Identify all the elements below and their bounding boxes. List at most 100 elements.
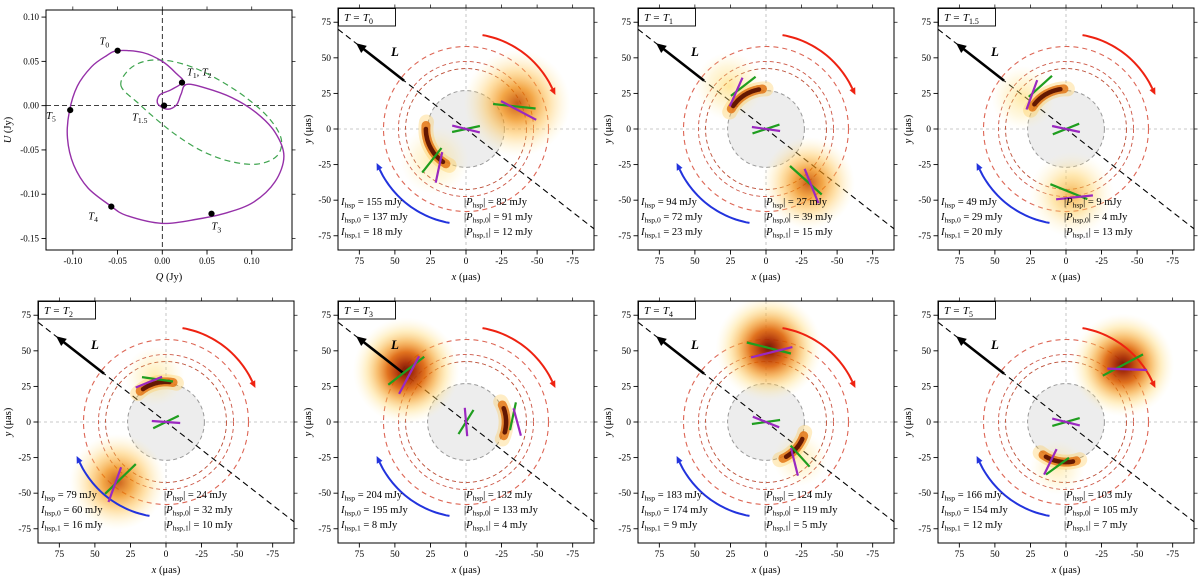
red-rotation-arrow	[1082, 327, 1154, 383]
x-tick-label: -50	[531, 257, 544, 267]
x-axis-label: x (μas)	[451, 272, 481, 283]
intensity-annotation: Ihsp = 94 mJy	[640, 197, 698, 210]
y-axis-label: y (μas)	[303, 407, 314, 437]
plot-content: L	[638, 8, 894, 250]
script-l-arrow	[663, 48, 705, 82]
y-tick-label: -50	[918, 489, 931, 499]
red-rotation-arrow	[782, 327, 854, 383]
y-tick-label: -75	[618, 232, 631, 242]
y-axis-label: y (μas)	[603, 114, 614, 144]
blue-rotation-arrow	[378, 461, 450, 517]
y-tick-label: 50	[922, 54, 932, 64]
polarization-tick	[1045, 456, 1070, 476]
polarization-tick	[728, 77, 744, 107]
x-axis-label: x (μas)	[151, 565, 181, 576]
red-rotation-arrow	[782, 34, 854, 90]
polarization-tick	[746, 341, 792, 355]
x-tick-label: 25	[726, 257, 736, 267]
polarization-annotation: |Phsp,1| = 10 mJy	[164, 520, 233, 533]
time-point-label: T5	[46, 111, 56, 124]
y-tick-label: -25	[918, 161, 931, 171]
sky-panel-svg-T3: L Ihsp = 204 mJy Ihsp,0 = 195 mJy Ihsp,1 = …	[303, 297, 598, 576]
polarization-tick	[803, 168, 820, 204]
x-tick-label: 0	[764, 257, 769, 267]
time-point-label: T3	[211, 222, 221, 235]
y-axis-label: y (μas)	[903, 114, 914, 144]
plot-content: L	[338, 8, 594, 250]
polarization-annotation: |Phsp| = 132 mJy	[464, 490, 533, 503]
x-axis-label: x (μas)	[1051, 272, 1081, 283]
y-tick-label: -25	[318, 454, 331, 464]
script-l-arrowhead-icon	[356, 43, 367, 53]
x-axis-label: x (μas)	[451, 565, 481, 576]
y-tick-label: -25	[918, 454, 931, 464]
time-point-dot	[108, 203, 115, 210]
script-l-arrow	[363, 341, 405, 375]
blue-arrowhead-icon	[676, 456, 683, 464]
x-tick-label: -50	[831, 550, 844, 560]
time-point-label: T1.5	[132, 113, 148, 126]
x-tick-label: -50	[531, 550, 544, 560]
orbit-ring	[982, 338, 1150, 506]
blue-arrowhead-icon	[376, 456, 383, 464]
hotspot-crescent	[783, 436, 805, 460]
polarization-annotation: |Phsp,1| = 4 mJy	[464, 520, 528, 533]
panel-title-box	[938, 8, 996, 27]
plot-content: L	[938, 8, 1194, 250]
polarization-tick	[492, 102, 536, 110]
red-rotation-arrow	[482, 34, 554, 90]
y-tick-label: -50	[18, 489, 31, 499]
panel-title-box	[38, 301, 96, 320]
y-tick-label: 0	[626, 418, 631, 428]
polarization-tick	[451, 124, 481, 134]
polarization-annotation: |Phsp,1| = 7 mJy	[1064, 520, 1128, 533]
script-l-arrowhead-icon	[56, 336, 67, 346]
blue-rotation-arrow	[78, 461, 150, 517]
crescent-glow	[991, 65, 1056, 130]
y-tick-label: 25	[922, 382, 932, 392]
blue-arrowhead-icon	[976, 456, 983, 464]
script-l-label: L	[690, 337, 699, 352]
script-l-label: L	[990, 44, 999, 59]
flux-annotations: Ihsp = 204 mJy Ihsp,0 = 195 mJy Ihsp,1 = 8…	[340, 490, 539, 533]
y-tick-label: -75	[318, 525, 331, 535]
y-tick-label: -25	[618, 454, 631, 464]
red-arrowhead-icon	[549, 87, 556, 95]
polarization-annotation: |Phsp| = 24 mJy	[164, 490, 228, 503]
panel-title-box	[338, 301, 396, 320]
polarization-annotation: |Phsp| = 103 mJy	[1064, 490, 1133, 503]
y-tick-label: -25	[18, 454, 31, 464]
panel-title: T = T5	[944, 305, 973, 319]
y-axis-label: U (Jy)	[3, 116, 14, 143]
x-tick-label: -75	[866, 257, 879, 267]
x-tick-label: 75	[955, 257, 965, 267]
script-l-arrow	[663, 341, 705, 375]
y-tick-label: -25	[318, 161, 331, 171]
x-tick-label: 0.00	[154, 256, 170, 266]
qu-panel-svg: T0 T1, T2 T1.5 T5 T4 T3 -0.10 -0.05 0.00 0.05 0.10…	[3, 6, 296, 283]
orbit-ring	[382, 338, 550, 506]
polarization-tick	[1107, 367, 1148, 372]
polarization-annotation: |Phsp,0| = 91 mJy	[464, 212, 533, 225]
x-tick-label: 25	[426, 550, 436, 560]
red-arrowhead-icon	[1149, 380, 1156, 388]
plot-content: L	[638, 301, 894, 543]
polarization-tick	[387, 355, 425, 386]
panel-title-box	[338, 8, 396, 27]
y-tick-label: 25	[322, 89, 332, 99]
y-tick-label: 25	[322, 382, 332, 392]
y-tick-label: 75	[22, 311, 32, 321]
y-tick-label: 75	[922, 18, 932, 28]
x-tick-label: 50	[990, 550, 1000, 560]
polarization-annotation: |Phsp,0| = 4 mJy	[1064, 212, 1128, 225]
x-tick-label: -75	[1166, 257, 1179, 267]
y-tick-label: 75	[922, 311, 932, 321]
y-tick-label: 0.05	[23, 56, 39, 66]
x-tick-label: 0	[764, 550, 769, 560]
plot-frame	[45, 9, 293, 251]
y-tick-label: 0	[626, 125, 631, 135]
y-tick-label: -0.05	[20, 145, 39, 155]
x-tick-label: 25	[726, 550, 736, 560]
x-tick-label: -25	[1095, 550, 1108, 560]
x-axis-label: x (μas)	[751, 272, 781, 283]
